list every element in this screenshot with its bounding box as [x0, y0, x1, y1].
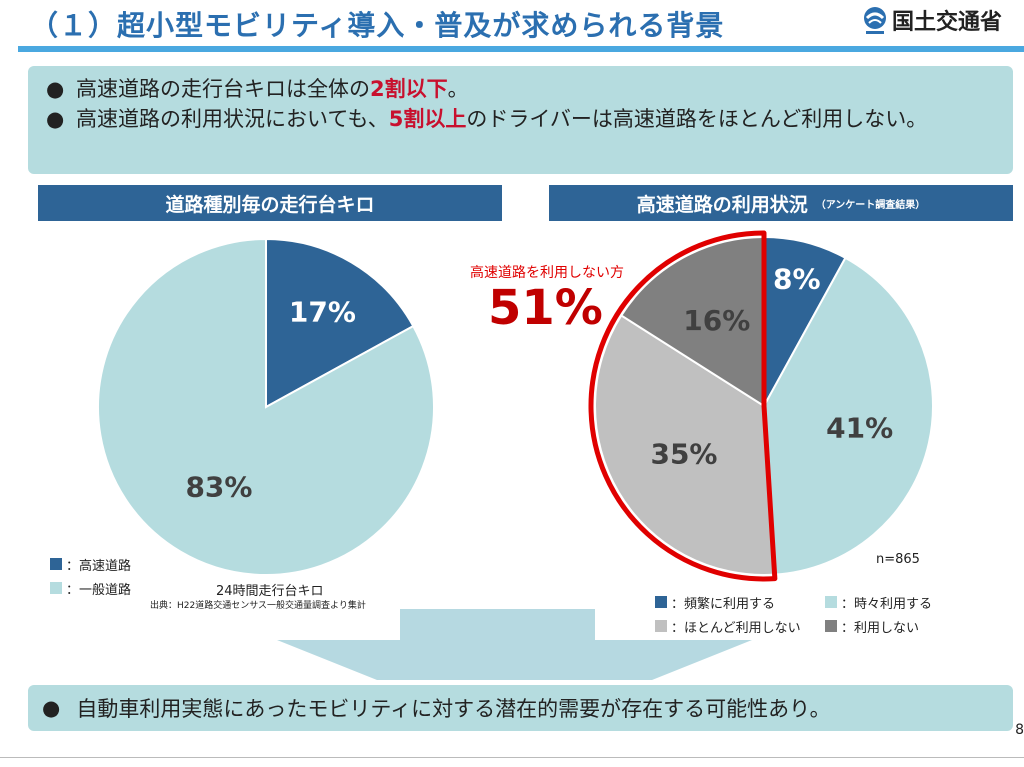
summary-2-emphasis: 5割以上 [388, 107, 467, 131]
left-legend-item-highway: ：高速道路 [50, 552, 131, 576]
right-legend-row-1: ：頻繁に利用する ：時々利用する [655, 590, 932, 614]
pie-slice-一般道路 [97, 237, 435, 576]
pie-data-label: 8% [773, 262, 821, 295]
pie-data-label: 16% [683, 304, 750, 337]
bullet-icon: ● [46, 77, 65, 101]
right-legend-item-rarely: ：ほとんど利用しない [655, 617, 825, 636]
right-chart-title: 高速道路の利用状況 [636, 193, 808, 216]
legend-label: ：高速道路 [66, 558, 132, 574]
left-chart-source: 出典：H22道路交通センサス一般交通量調査より集計 [150, 601, 366, 611]
right-legend-row-2: ：ほとんど利用しない ：利用しない [655, 614, 932, 638]
legend-label: ：頻繁に利用する [671, 596, 776, 612]
legend-swatch [50, 558, 62, 570]
ministry-emblem-icon [864, 7, 886, 34]
legend-label: ：一般道路 [66, 582, 132, 598]
callout-value: 51% [488, 280, 603, 336]
legend-label: ：時々利用する [841, 596, 933, 612]
legend-swatch [50, 582, 62, 594]
legend-swatch [655, 620, 667, 632]
title-rule [18, 46, 1024, 52]
legend-swatch [655, 596, 667, 608]
conclusion-box: ● 自動車利用実態にあったモビリティに対する潜在的需要が存在する可能性あり。 [28, 685, 1013, 731]
footer-line [0, 757, 1024, 758]
legend-swatch [825, 596, 837, 608]
slide-title: （１）超小型モビリティ導入・普及が求められる背景 [30, 9, 725, 42]
right-legend: ：頻繁に利用する ：時々利用する ：ほとんど利用しない ：利用しない [655, 590, 932, 638]
summary-box: ● 高速道路の走行台キロは全体の2割以下。 ● 高速道路の利用状況においても、5… [28, 66, 1013, 174]
callout-label: 高速道路を利用しない方 [470, 265, 624, 281]
down-arrow-shape [277, 609, 752, 680]
summary-bullet-1: ● 高速道路の走行台キロは全体の2割以下。 [44, 74, 997, 104]
pie-slice-利用しない [619, 235, 765, 408]
right-legend-item-frequent: ：頻繁に利用する [655, 593, 825, 612]
left-legend-item-general: ：一般道路 [50, 576, 131, 600]
summary-1-emphasis: 2割以下 [370, 77, 448, 101]
legend-label: ：ほとんど利用しない [671, 620, 801, 636]
ministry-name: 国土交通省 [892, 10, 1003, 35]
left-chart-header: 道路種別毎の走行台キロ [38, 185, 502, 221]
right-legend-item-sometimes: ：時々利用する [825, 593, 932, 612]
page-number: 8 [1015, 722, 1024, 738]
bullet-icon: ● [46, 107, 65, 131]
pie-data-label: 83% [185, 471, 252, 504]
pie-slice-高速道路 [265, 237, 415, 409]
highlight-outline [588, 230, 778, 582]
summary-1-pre: 高速道路の走行台キロは全体の [76, 77, 370, 101]
pie-data-label: 17% [289, 296, 356, 329]
right-chart-subtitle: （アンケート調査結果） [815, 199, 926, 211]
bullet-icon: ● [42, 696, 61, 720]
left-chart-title: 道路種別毎の走行台キロ [165, 193, 375, 216]
pie-slice-時々利用する [762, 256, 935, 576]
summary-2-pre: 高速道路の利用状況においても、 [76, 107, 389, 131]
sample-size: n=865 [876, 552, 920, 567]
summary-2-post: のドライバーは高速道路をほとんど利用しない。 [466, 107, 928, 131]
right-chart-header: 高速道路の利用状況 （アンケート調査結果） [549, 185, 1013, 221]
summary-1-post: 。 [447, 77, 469, 101]
legend-swatch [825, 620, 837, 632]
left-legend: ：高速道路 ：一般道路 [50, 552, 131, 600]
right-legend-item-never: ：利用しない [825, 617, 919, 636]
summary-bullet-2: ● 高速道路の利用状況においても、5割以上のドライバーは高速道路をほとんど利用し… [44, 104, 997, 134]
legend-label: ：利用しない [841, 620, 920, 636]
pie-slice-ほとんど利用しない [594, 314, 776, 577]
left-chart-caption: 24時間走行台キロ [216, 584, 324, 599]
ministry-logo: 国土交通省 [862, 4, 1002, 36]
pie-data-label: 41% [826, 411, 893, 444]
pie-data-label: 35% [650, 437, 717, 470]
conclusion-text: 自動車利用実態にあったモビリティに対する潜在的需要が存在する可能性あり。 [76, 697, 831, 721]
